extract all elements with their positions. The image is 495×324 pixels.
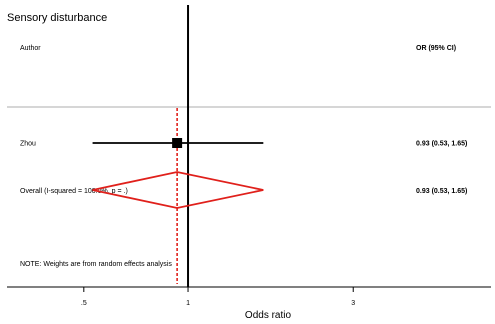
x-axis-ticks: .5 1 3	[81, 287, 355, 307]
x-tick-label: .5	[81, 300, 87, 307]
study-label: Zhou	[20, 141, 36, 148]
study-rows: Zhou 0.93 (0.53, 1.65)	[20, 138, 467, 148]
header-author: Author	[20, 45, 41, 52]
chart-title: Sensory disturbance	[7, 12, 107, 24]
study-or-ci: 0.93 (0.53, 1.65)	[416, 141, 467, 148]
x-tick-label: 1	[186, 300, 190, 307]
overall-diamond	[92, 171, 264, 209]
study-point-marker	[172, 138, 183, 148]
x-axis-label: Odds ratio	[245, 310, 292, 321]
overall-or-ci: 0.93 (0.53, 1.65)	[416, 188, 467, 195]
overall-label: Overall (I-squared = 100.0%, p = .)	[20, 188, 128, 195]
weights-note: NOTE: Weights are from random effects an…	[20, 261, 172, 268]
x-tick-label: 3	[351, 300, 355, 307]
header-or-ci: OR (95% CI)	[416, 45, 456, 52]
